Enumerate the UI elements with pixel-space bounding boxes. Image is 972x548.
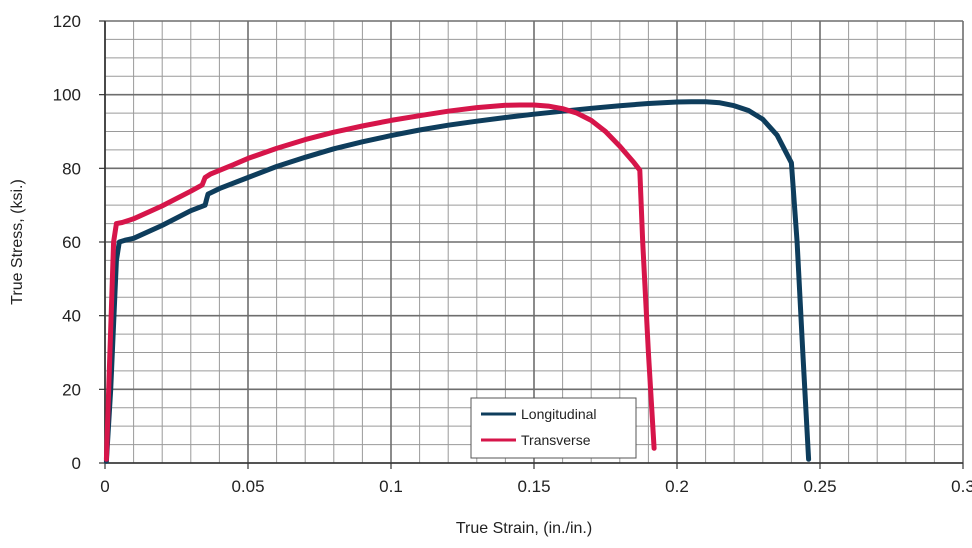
y-tick-label: 40: [62, 307, 81, 326]
series-layer: [103, 99, 812, 464]
tick-labels: 0 0.05 0.1 0.15 0.2 0.25 0.3 0 20 40 60 80 100 120: [53, 12, 972, 496]
y-tick-label: 20: [62, 380, 81, 399]
x-tick-label: 0.15: [517, 477, 550, 496]
series-line-longitudinal: [103, 99, 812, 464]
y-tick-label: 120: [53, 12, 81, 31]
x-tick-label: 0.25: [803, 477, 836, 496]
legend-label-longitudinal: Longitudinal: [521, 406, 597, 422]
x-axis-title: True Strain, (in./in.): [456, 520, 592, 537]
axes: [99, 20, 964, 469]
y-tick-label: 100: [53, 86, 81, 105]
x-tick-label: 0: [100, 477, 109, 496]
legend-label-transverse: Transverse: [521, 432, 591, 448]
y-tick-label: 80: [62, 159, 81, 178]
y-tick-label: 0: [72, 454, 81, 473]
y-tick-label: 60: [62, 233, 81, 252]
series-line-transverse: [103, 102, 657, 462]
x-tick-label: 0.05: [231, 477, 264, 496]
legend-box: [470, 397, 637, 459]
legend: Longitudinal Transverse: [470, 397, 637, 459]
major-grid: [104, 20, 964, 464]
x-tick-label: 0.1: [379, 477, 403, 496]
x-tick-label: 0.3: [951, 477, 972, 496]
x-tick-label: 0.2: [665, 477, 689, 496]
y-axis-title: True Stress, (ksi.): [9, 179, 26, 305]
